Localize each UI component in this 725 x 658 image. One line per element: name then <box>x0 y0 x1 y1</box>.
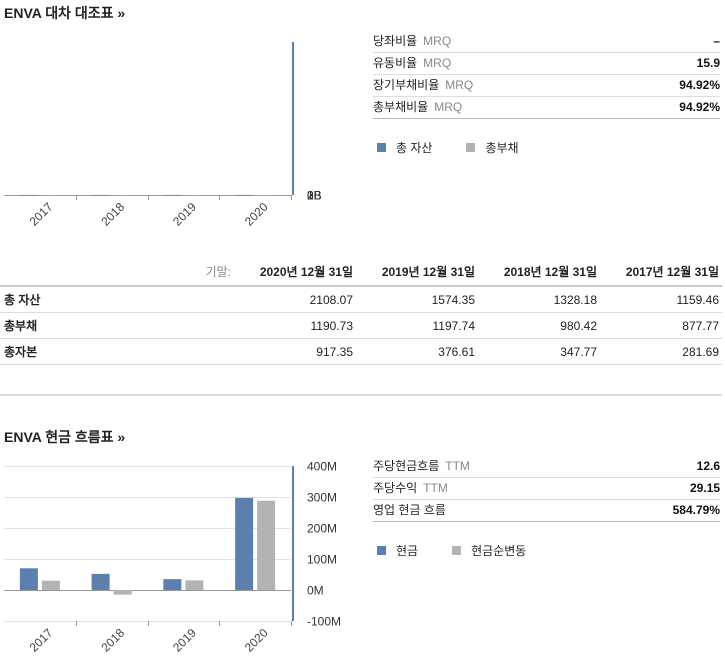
legend-label: 현금순변동 <box>471 544 527 558</box>
table-cell: 281.69 <box>600 338 722 365</box>
table-row: 총부채 1190.73 1197.74 980.42 877.77 <box>0 312 722 339</box>
x-tick-label: 2020 <box>242 200 271 229</box>
table-cell: 347.77 <box>478 338 600 365</box>
table-cell: 2108.07 <box>234 286 356 313</box>
table-row: 총 자산 2108.07 1574.35 1328.18 1159.46 <box>0 286 722 313</box>
bar-primary-2018 <box>91 194 110 196</box>
x-tick-label: 2020 <box>242 626 271 655</box>
y-tick-label: 200M <box>307 522 337 536</box>
table-cell: 1328.18 <box>478 286 600 313</box>
ratio-row: 유동비율 MRQ 15.9 <box>373 53 720 75</box>
bar-secondary-2020 <box>257 194 276 196</box>
ratio-label: 주당수익 TTM <box>373 481 448 495</box>
bar-primary-2018 <box>91 573 110 590</box>
ratio-label: 장기부채비율 MRQ <box>373 78 474 92</box>
table-row: 총자본 917.35 376.61 347.77 281.69 <box>0 338 722 365</box>
balance-table: 기말: 2020년 12월 31일 2019년 12월 31일 2018년 12… <box>0 257 722 365</box>
ratio-label: 총부채비율 MRQ <box>373 100 463 114</box>
y-tick-label: 100M <box>307 553 337 567</box>
y-tick-label: 0M <box>307 584 324 598</box>
table-cell: 917.35 <box>234 338 356 365</box>
bar-primary-2019 <box>163 194 182 196</box>
table-cell: 1197.74 <box>356 312 478 339</box>
ratio-label: 영업 현금 흐름 <box>373 503 446 517</box>
bar-secondary-2019 <box>185 580 204 590</box>
table-cell: 1190.73 <box>234 312 356 339</box>
column-header: 2018년 12월 31일 <box>478 257 600 287</box>
ratio-value: 29.15 <box>689 481 720 495</box>
ratio-label: 당좌비율 MRQ <box>373 34 452 48</box>
bar-secondary-2018 <box>113 590 132 595</box>
bar-secondary-2020 <box>257 500 276 590</box>
table-cell: 877.77 <box>600 312 722 339</box>
ratio-value: 584.79% <box>672 503 720 517</box>
ratio-value: – <box>713 34 720 48</box>
x-tick-label: 2019 <box>170 626 199 655</box>
y-tick-label: 0B <box>307 189 322 203</box>
ratio-value: 12.6 <box>696 459 720 473</box>
x-tick-label: 2018 <box>98 200 127 229</box>
legend-label: 현금 <box>396 544 419 558</box>
y-tick-label: -100M <box>307 615 341 629</box>
cashflow-chart: -100M 0M 100M 200M 300M 400M 2017 2018 2019 2020 <box>4 460 341 655</box>
row-label: 총자본 <box>0 338 234 365</box>
balance-legend: 총 자산 총부채 <box>377 139 553 156</box>
x-tick-label: 2017 <box>27 626 56 655</box>
ratio-value: 15.9 <box>696 56 720 70</box>
balance-ratios: 당좌비율 MRQ – 유동비율 MRQ 15.9 장기부채비율 MRQ 94.92% … <box>373 31 720 119</box>
cashflow-legend: 현금 현금순변동 <box>377 542 560 559</box>
column-header: 2017년 12월 31일 <box>600 257 722 287</box>
bar-secondary-2019 <box>185 194 204 196</box>
period-label: 기말: <box>0 257 234 287</box>
ratio-value: 94.92% <box>679 78 720 92</box>
x-tick-label: 2017 <box>27 200 56 229</box>
cashflow-title-link[interactable]: ENVA 현금 흐름표 » <box>4 429 126 445</box>
row-label: 총부채 <box>0 312 234 339</box>
legend-swatch-net-change-in-cash <box>452 546 462 555</box>
table-cell: 376.61 <box>356 338 478 365</box>
column-header: 2019년 12월 31일 <box>356 257 478 287</box>
ratio-value: 94.92% <box>679 100 720 114</box>
bar-secondary-2017 <box>41 194 60 196</box>
legend-label: 총 자산 <box>396 141 433 155</box>
balance-sheet-title-link[interactable]: ENVA 대차 대조표 » <box>4 5 126 21</box>
legend-swatch-cash <box>377 546 386 555</box>
y-tick-label: 2B <box>307 189 322 203</box>
ratio-row: 장기부채비율 MRQ 94.92% <box>373 75 720 97</box>
ratio-label: 유동비율 MRQ <box>373 56 452 70</box>
y-tick-label: 1B <box>307 189 322 203</box>
legend-swatch-total-liabilities <box>466 143 476 152</box>
bar-primary-2019 <box>163 579 182 590</box>
legend-swatch-total-assets <box>377 143 386 152</box>
bar-primary-2017 <box>19 568 38 590</box>
bar-primary-2020 <box>235 497 254 590</box>
table-cell: 1574.35 <box>356 286 478 313</box>
cashflow-ratios: 주당현금흐름 TTM 12.6 주당수익 TTM 29.15 영업 현금 흐름 58… <box>373 456 720 522</box>
ratio-row: 총부채비율 MRQ 94.92% <box>373 97 720 119</box>
bar-secondary-2017 <box>41 580 60 590</box>
row-label: 총 자산 <box>0 286 234 313</box>
table-header-row: 기말: 2020년 12월 31일 2019년 12월 31일 2018년 12… <box>0 257 722 287</box>
ratio-row: 당좌비율 MRQ – <box>373 31 720 53</box>
section-divider <box>0 394 722 396</box>
table-cell: 980.42 <box>478 312 600 339</box>
column-header: 2020년 12월 31일 <box>234 257 356 287</box>
y-tick-label: 300M <box>307 491 337 505</box>
legend-label: 총부채 <box>485 141 519 155</box>
y-tick-label: 3B <box>307 189 322 203</box>
x-tick-label: 2019 <box>170 200 199 229</box>
bar-secondary-2018 <box>113 194 132 196</box>
ratio-row: 주당현금흐름 TTM 12.6 <box>373 456 720 478</box>
ratio-label: 주당현금흐름 TTM <box>373 459 470 473</box>
ratio-row: 주당수익 TTM 29.15 <box>373 478 720 500</box>
table-cell: 1159.46 <box>600 286 722 313</box>
x-tick-label: 2018 <box>98 626 127 655</box>
bar-primary-2017 <box>19 194 38 196</box>
y-tick-label: 400M <box>307 460 337 474</box>
ratio-row: 영업 현금 흐름 584.79% <box>373 500 720 522</box>
bar-primary-2020 <box>235 194 254 196</box>
